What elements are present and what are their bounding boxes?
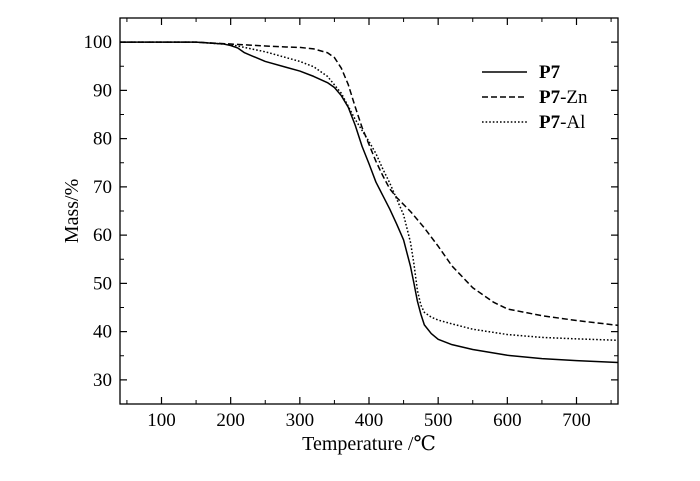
y-tick-label: 80 (93, 129, 112, 150)
series-p7-line (120, 41, 619, 364)
x-tick-label: 400 (355, 410, 384, 431)
y-tick-label: 50 (93, 273, 112, 294)
x-axis-title: Temperature /℃ (302, 433, 436, 455)
legend: P7 P7-Zn P7-Al (482, 62, 588, 133)
x-tick-label: 300 (286, 410, 315, 431)
y-tick-label: 60 (93, 225, 112, 246)
y-tick-label: 70 (93, 177, 112, 198)
x-tick-label: 500 (424, 410, 453, 431)
legend-label: P7-Al (539, 112, 585, 133)
series-p7-zn-line (120, 41, 619, 327)
y-axis-title: Mass/% (61, 179, 83, 243)
y-tick-label: 90 (93, 80, 112, 101)
x-tick-label: 700 (562, 410, 591, 431)
y-tick-label: 100 (84, 32, 113, 53)
legend-entry-p7: P7 (482, 62, 561, 83)
x-tick-label: 200 (216, 410, 245, 431)
x-tick-label: 100 (147, 410, 176, 431)
series-layer (120, 41, 619, 364)
axes-layer: 100 200 300 400 500 600 700 30 40 50 60 70 80 90 100 (84, 17, 619, 431)
y-tick-label: 30 (93, 370, 112, 391)
legend-entry-p7-al: P7-Al (482, 112, 585, 133)
legend-label: P7-Zn (539, 87, 588, 108)
legend-label: P7 (539, 62, 561, 83)
legend-entry-p7-zn: P7-Zn (482, 87, 588, 108)
y-tick-label: 40 (93, 322, 112, 343)
x-tick-label: 600 (493, 410, 522, 431)
